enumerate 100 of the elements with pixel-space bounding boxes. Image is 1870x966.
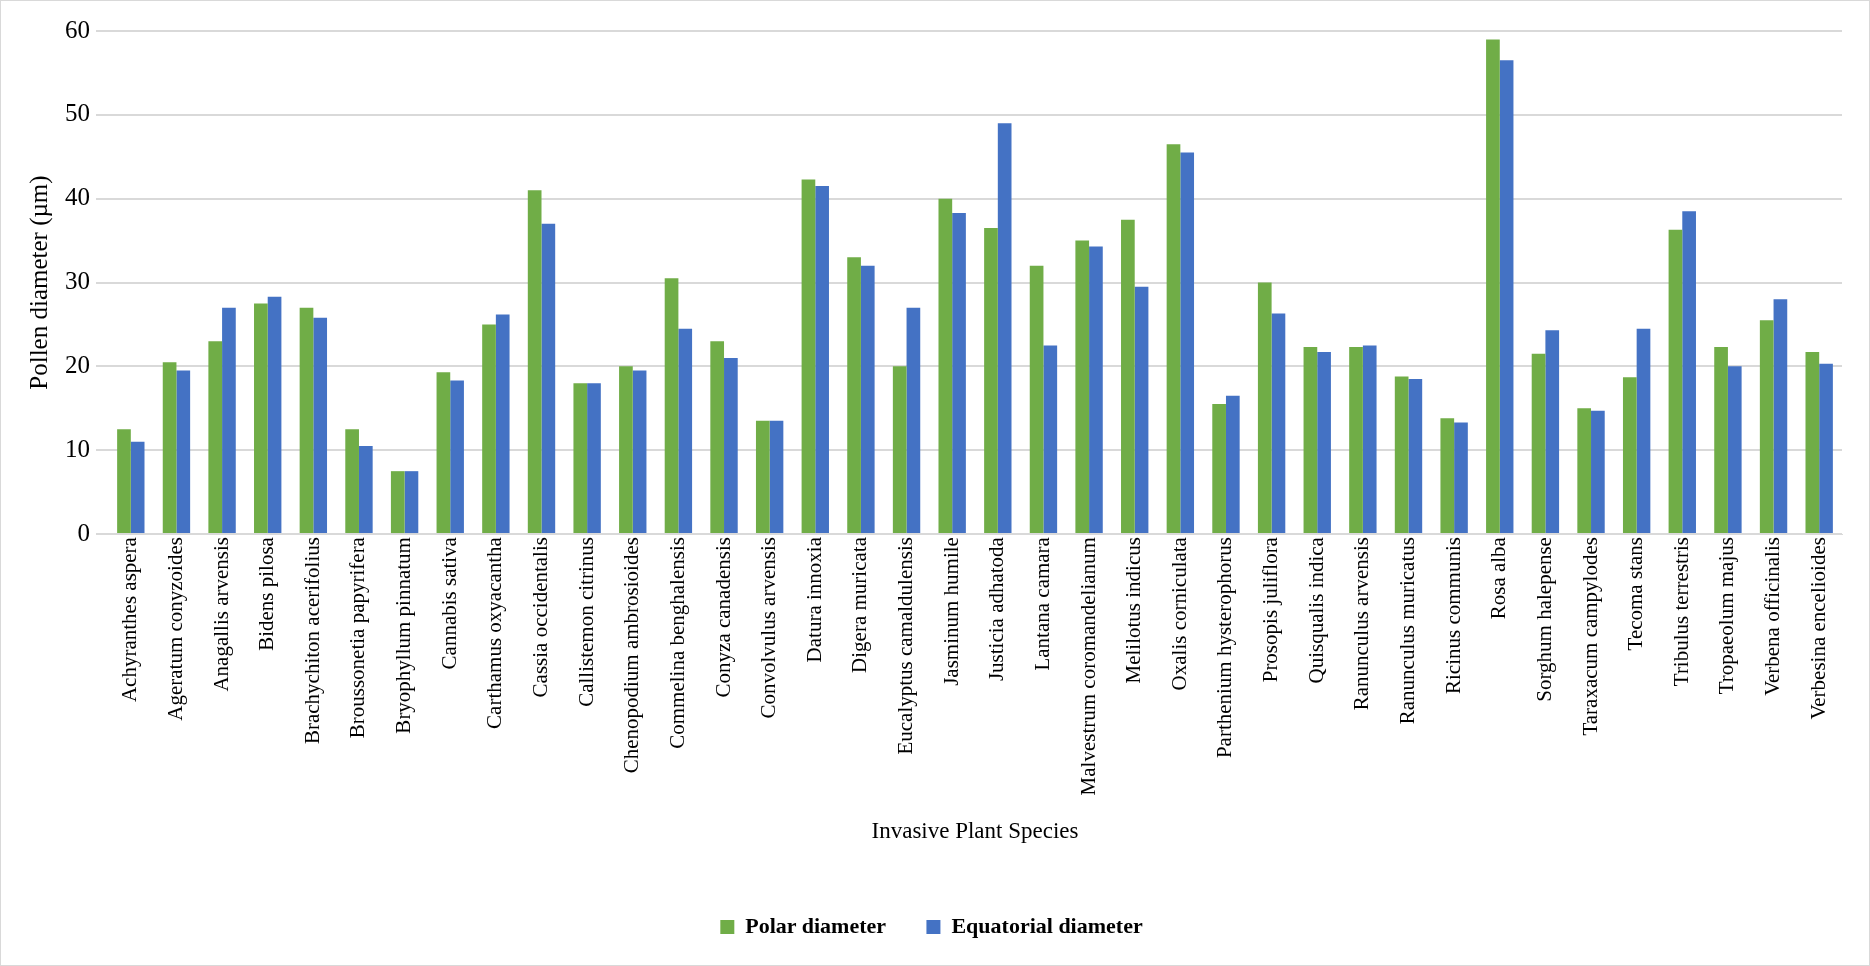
x-tick-label: Bryophyllum pinnatum: [391, 537, 416, 734]
bar: [1819, 363, 1833, 534]
bar: [267, 296, 282, 534]
bar: [1134, 286, 1149, 534]
bar: [390, 471, 405, 534]
bar: [847, 257, 861, 534]
x-tick-label: Brachychiton acerifolius: [299, 537, 324, 745]
x-tick-label: Achyranthes aspera: [117, 536, 142, 703]
bar: [1727, 366, 1742, 534]
bar: [801, 179, 816, 534]
y-axis-title: Pollen diameter (µm): [24, 175, 53, 390]
bar: [1440, 418, 1455, 534]
bar: [710, 341, 725, 534]
x-tick-label: Cassia occidentalis: [528, 537, 553, 698]
bar: [906, 307, 921, 534]
x-tick-label: Callistemon citrinus: [573, 537, 598, 707]
x-tick-label: Commelina benghalensis: [664, 537, 689, 749]
bar: [1225, 395, 1240, 534]
bar: [176, 370, 191, 534]
bar: [860, 265, 875, 534]
x-tick-label: Verbena officinalis: [1760, 537, 1785, 696]
bar: [1682, 211, 1696, 534]
bar: [664, 278, 679, 534]
x-tick-label: Ageratum conyzoides: [162, 537, 187, 721]
bar: [573, 383, 588, 534]
bar: [1486, 39, 1500, 534]
x-tick-label: Quisqualis indica: [1303, 536, 1328, 684]
bar: [1636, 328, 1651, 534]
bar: [1121, 219, 1135, 534]
bar: [208, 341, 223, 534]
x-tick-label: Sorghum halepense: [1531, 537, 1556, 702]
x-tick-label: Justicia adhatoda: [984, 536, 1009, 682]
bar: [1591, 410, 1605, 534]
bar: [527, 190, 542, 534]
x-tick-label: Malvestrum coromandelianum: [1075, 537, 1100, 796]
bar: [1668, 229, 1683, 534]
x-tick-label: Jasminum humile: [938, 537, 963, 686]
bar: [724, 357, 738, 534]
bar: [1271, 313, 1286, 534]
bar: [162, 362, 177, 534]
bar: [1454, 422, 1468, 534]
bar: [1180, 152, 1195, 534]
x-tick-label: Digera muricata: [847, 536, 872, 673]
bar: [1166, 144, 1181, 534]
bar: [313, 317, 328, 534]
bar: [1303, 347, 1318, 534]
bar: [1531, 353, 1546, 534]
legend-label: Polar diameter: [745, 912, 887, 938]
bar: [997, 123, 1012, 534]
bar: [404, 471, 419, 534]
bar: [450, 380, 464, 534]
bar: [619, 366, 633, 534]
x-tick-label: Ricinus communis: [1440, 537, 1465, 694]
x-tick-label: Melilotus indicus: [1121, 537, 1146, 684]
x-tick-label: Anagallis arvensis: [208, 537, 233, 692]
legend-label: Equatorial diameter: [951, 912, 1143, 938]
bar: [1408, 378, 1423, 534]
bar: [1349, 347, 1363, 534]
bar: [117, 429, 131, 534]
x-tick-label: Conyza canadensis: [710, 537, 735, 698]
bar: [815, 186, 829, 534]
bar: [984, 228, 998, 534]
x-tick-label: Chenopodium ambrosioides: [619, 537, 644, 774]
bar: [1089, 246, 1103, 534]
bar: [358, 446, 373, 534]
x-tick-label: Convolvulus arvensis: [756, 537, 781, 719]
bar: [1622, 377, 1637, 534]
x-tick-label: Verbesina encelioides: [1805, 537, 1830, 720]
bar: [1257, 282, 1272, 534]
x-tick-label: Ranunculus arvensis: [1349, 537, 1374, 711]
x-tick-label: Tropaeolum majus: [1714, 537, 1739, 695]
y-tick-label: 0: [77, 518, 90, 546]
bar: [482, 324, 496, 534]
bar: [436, 372, 451, 534]
bar: [952, 212, 966, 534]
x-tick-label: Taraxacum campylodes: [1577, 537, 1602, 736]
bar: [1499, 60, 1514, 534]
x-tick-label: Cannabis sativa: [436, 536, 461, 670]
bar: [1805, 352, 1820, 534]
bar: [632, 370, 647, 534]
bar: [1759, 320, 1774, 534]
bar: [678, 328, 693, 534]
x-tick-label: Parthenium hysterophorus: [1212, 537, 1237, 759]
x-tick-label: Prosopis juliflora: [1258, 536, 1283, 683]
x-tick-label: Tecoma stans: [1623, 537, 1648, 651]
bar: [769, 420, 784, 534]
bar: [1394, 376, 1409, 534]
bar: [1075, 240, 1090, 534]
bar: [1773, 299, 1788, 534]
bar: [587, 383, 601, 534]
bar: [1577, 408, 1592, 534]
bar: [1029, 265, 1044, 534]
x-tick-label: Eucalyptus camaldulensis: [893, 537, 918, 755]
bar: [755, 420, 770, 534]
x-tick-label: Ranunculus muricatus: [1395, 537, 1420, 725]
x-tick-label: Rosa alba: [1486, 536, 1511, 620]
bar: [345, 429, 359, 534]
bar: [938, 198, 953, 534]
y-tick-label: 20: [65, 350, 90, 378]
x-tick-label: Lantana camara: [1029, 536, 1054, 671]
